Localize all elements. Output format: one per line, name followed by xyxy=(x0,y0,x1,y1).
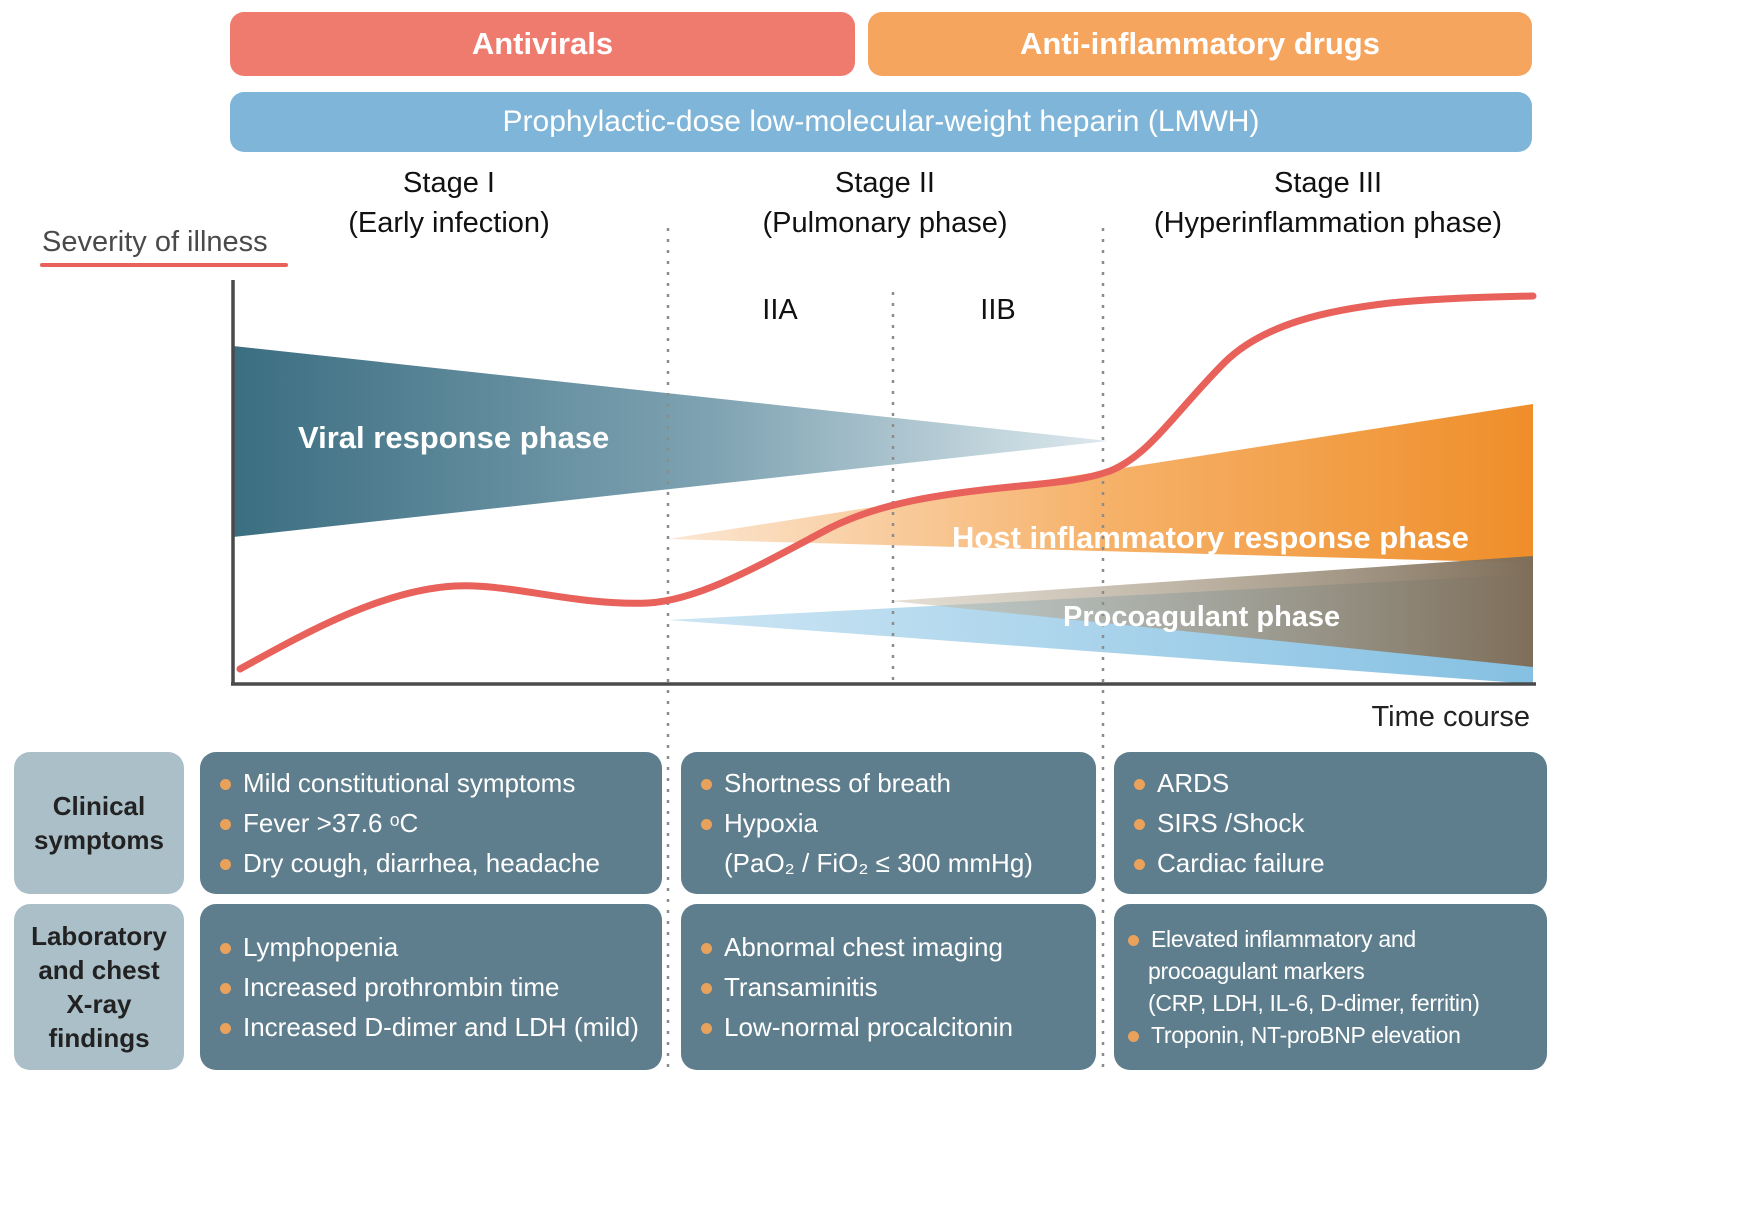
list-item: Increased prothrombin time xyxy=(220,972,642,1003)
stage1-subtitle: (Early infection) xyxy=(348,207,550,239)
list-item-text: Lymphopenia xyxy=(243,931,399,962)
bullet-icon xyxy=(1128,1030,1139,1042)
list-item-text: Fever >37.6 ᵒC xyxy=(243,807,419,838)
bullet-icon xyxy=(220,778,231,790)
list-item-text: Troponin, NT-proBNP elevation xyxy=(1151,1021,1461,1048)
stage3-subtitle: (Hyperinflammation phase) xyxy=(1153,207,1503,239)
host-inflammatory-phase-label: Host inflammatory response phase xyxy=(952,520,1469,555)
list-item-text: Increased prothrombin time xyxy=(243,971,560,1002)
bullet-icon xyxy=(220,982,231,994)
clinical-stage1-cell: Mild constitutional symptoms Fever >37.6… xyxy=(200,752,662,894)
substage-iib-label: IIB xyxy=(980,294,1016,326)
list-item: Dry cough, diarrhea, headache xyxy=(220,848,642,879)
list-item-text: Low-normal procalcitonin xyxy=(724,1011,1014,1042)
bullet-icon xyxy=(701,818,712,830)
bullet-icon xyxy=(701,982,712,994)
bullet-icon xyxy=(220,858,231,870)
stage1-title: Stage I xyxy=(403,167,495,199)
laboratory-stage3-cell: Elevated inflammatory and procoagulant m… xyxy=(1114,904,1547,1070)
list-item: Lymphopenia xyxy=(220,932,642,963)
clinical-stage2-cell: Shortness of breath Hypoxia (PaO₂ / FiO₂… xyxy=(681,752,1096,894)
list-item-text: procoagulant markers xyxy=(1148,957,1365,984)
list-item-text: SIRS /Shock xyxy=(1157,807,1305,838)
list-item: Shortness of breath xyxy=(701,768,1076,799)
antivirals-bar-label: Antivirals xyxy=(471,26,614,61)
severity-underline xyxy=(40,263,288,267)
laboratory-stage2-cell: Abnormal chest imaging Transaminitis Low… xyxy=(681,904,1096,1070)
stage2-title: Stage II xyxy=(835,167,935,199)
anti-inflammatory-bar: Anti-inflammatory drugs xyxy=(868,12,1532,76)
viral-phase-label: Viral response phase xyxy=(298,420,610,455)
bullet-icon xyxy=(1134,818,1145,830)
list-item-text: (PaO₂ / FiO₂ ≤ 300 mmHg) xyxy=(724,847,1033,878)
row-header-clinical-symptoms: Clinical symptoms xyxy=(14,752,184,894)
list-item: Mild constitutional symptoms xyxy=(220,768,642,799)
list-item: Transaminitis xyxy=(701,972,1076,1003)
stage3-header: Stage III (Hyperinflammation phase) xyxy=(1093,163,1563,243)
substage-iia-label: IIA xyxy=(762,294,798,326)
list-item: Low-normal procalcitonin xyxy=(701,1012,1076,1043)
bullet-icon xyxy=(220,942,231,954)
bullet-icon xyxy=(701,942,712,954)
list-item-continuation: (CRP, LDH, IL-6, D-dimer, ferritin) xyxy=(1128,990,1533,1017)
bullet-icon xyxy=(220,818,231,830)
list-item-text: Hypoxia xyxy=(724,807,818,838)
bullet-icon xyxy=(1128,934,1139,946)
list-item-text: Increased D-dimer and LDH (mild) xyxy=(243,1011,639,1042)
stage2-subtitle: (Pulmonary phase) xyxy=(762,207,1008,239)
procoagulant-phase-label: Procoagulant phase xyxy=(1063,601,1341,633)
list-item: Abnormal chest imaging xyxy=(701,932,1076,963)
stage1-header: Stage I (Early infection) xyxy=(249,163,649,243)
y-axis-label: Severity of illness xyxy=(42,226,268,258)
bullet-icon xyxy=(1134,778,1145,790)
list-item-text: Elevated inflammatory and xyxy=(1151,925,1416,952)
row-header-laboratory-text: Laboratory and chest X-ray findings xyxy=(31,921,167,1053)
list-item: Troponin, NT-proBNP elevation xyxy=(1128,1022,1533,1049)
list-item-continuation: procoagulant markers xyxy=(1128,958,1533,985)
laboratory-stage1-cell: Lymphopenia Increased prothrombin time I… xyxy=(200,904,662,1070)
list-item: Increased D-dimer and LDH (mild) xyxy=(220,1012,642,1043)
clinical-stage3-cell: ARDS SIRS /Shock Cardiac failure xyxy=(1114,752,1547,894)
lmwh-bar: Prophylactic-dose low-molecular-weight h… xyxy=(230,92,1532,152)
bullet-icon xyxy=(701,778,712,790)
stage3-title: Stage III xyxy=(1273,167,1382,199)
row-header-clinical-text: Clinical symptoms xyxy=(33,791,165,855)
list-item-text: (CRP, LDH, IL-6, D-dimer, ferritin) xyxy=(1148,989,1480,1016)
anti-inflammatory-bar-label: Anti-inflammatory drugs xyxy=(1020,26,1380,61)
antivirals-bar: Antivirals xyxy=(230,12,855,76)
list-item: Hypoxia xyxy=(701,808,1076,839)
list-item: Fever >37.6 ᵒC xyxy=(220,808,642,839)
list-item: ARDS xyxy=(1134,768,1527,799)
list-item: Cardiac failure xyxy=(1134,848,1527,879)
list-item-text: Cardiac failure xyxy=(1157,847,1325,878)
x-axis-label: Time course xyxy=(1371,701,1530,733)
list-item-continuation: (PaO₂ / FiO₂ ≤ 300 mmHg) xyxy=(701,848,1076,879)
row-header-laboratory-findings: Laboratory and chest X-ray findings xyxy=(14,904,184,1070)
list-item-text: ARDS xyxy=(1157,767,1230,798)
list-item-text: Mild constitutional symptoms xyxy=(243,767,576,798)
list-item-text: Abnormal chest imaging xyxy=(724,931,1003,962)
stage2-header: Stage II (Pulmonary phase) xyxy=(685,163,1085,243)
list-item: SIRS /Shock xyxy=(1134,808,1527,839)
bullet-icon xyxy=(701,1022,712,1034)
list-item-text: Transaminitis xyxy=(724,971,878,1002)
list-item-text: Dry cough, diarrhea, headache xyxy=(243,847,601,878)
list-item: Elevated inflammatory and xyxy=(1128,926,1533,953)
list-item-text: Shortness of breath xyxy=(724,767,951,798)
bullet-icon xyxy=(220,1022,231,1034)
lmwh-bar-label: Prophylactic-dose low-molecular-weight h… xyxy=(502,105,1260,138)
bullet-icon xyxy=(1134,858,1145,870)
